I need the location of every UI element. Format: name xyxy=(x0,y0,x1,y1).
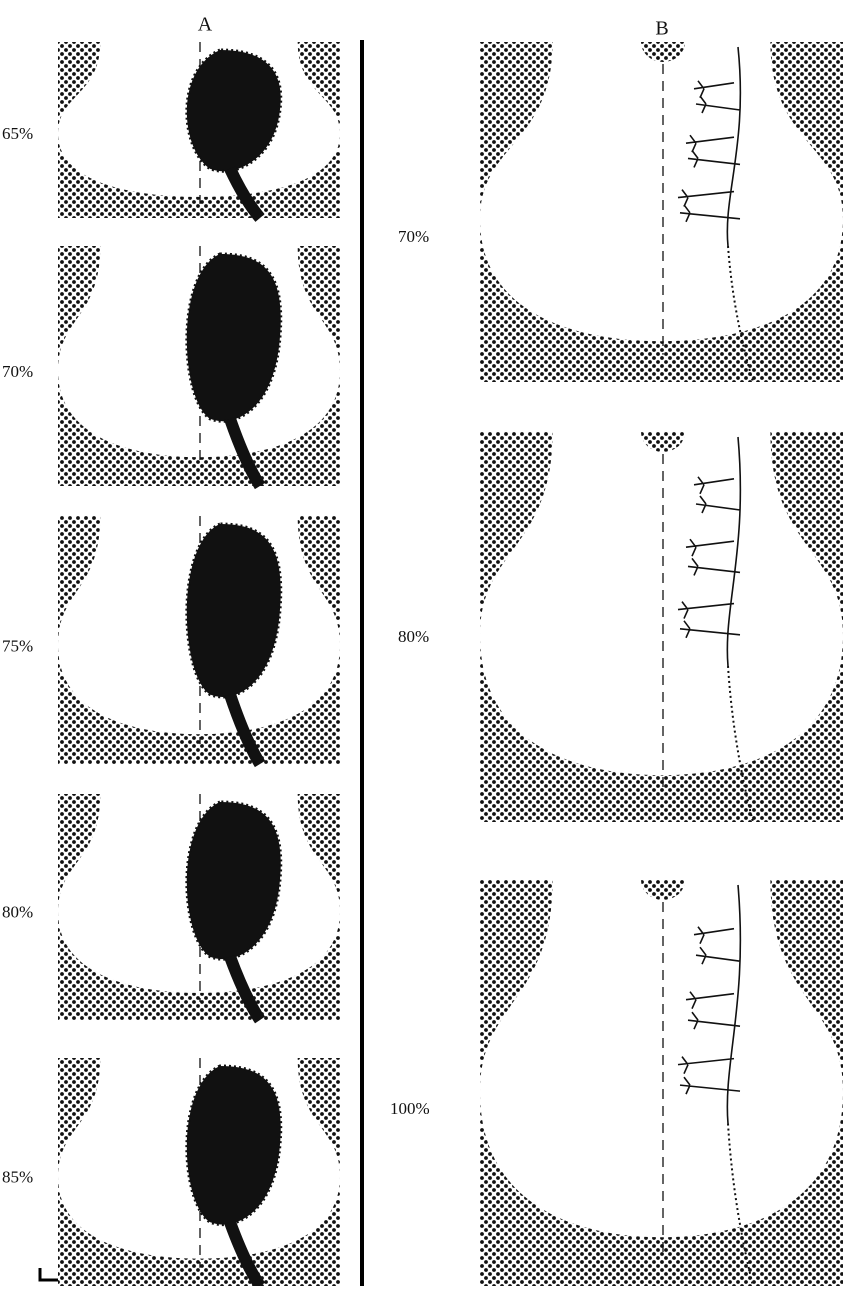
panel-label: A xyxy=(198,14,213,36)
panel-label: B xyxy=(655,18,668,40)
figure: A B 65% 70% 75% 80% 85% 70% 80% 100% xyxy=(0,0,843,1286)
row-label: 70% xyxy=(2,362,33,381)
row-label: 80% xyxy=(398,627,429,646)
row-label: 70% xyxy=(398,227,429,246)
row-label: 65% xyxy=(2,124,33,143)
row-label: 75% xyxy=(2,636,33,655)
row-label: 100% xyxy=(390,1099,430,1118)
row-label: 80% xyxy=(2,903,33,922)
page: A B 65%70%75%80%85%70%80%100% (() => { c… xyxy=(0,0,843,1286)
row-label: 85% xyxy=(2,1168,33,1187)
